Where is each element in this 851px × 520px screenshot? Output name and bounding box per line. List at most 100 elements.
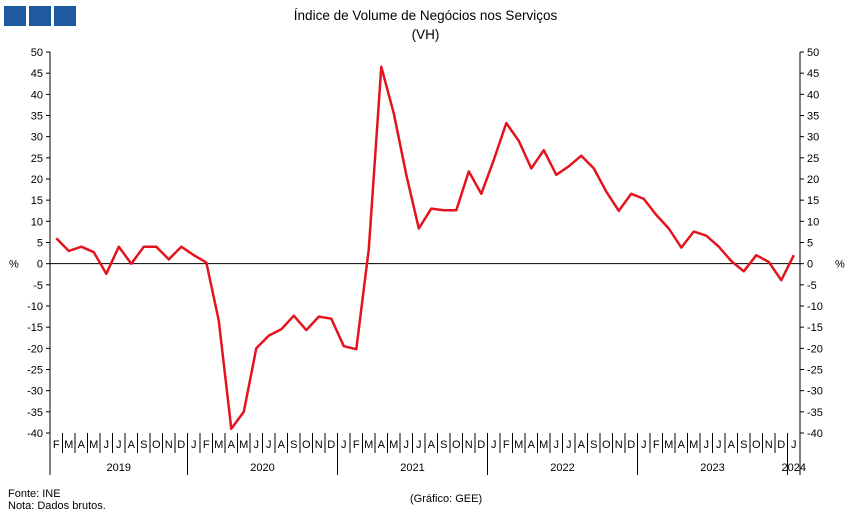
y-tick-label-right: 35 — [807, 111, 819, 123]
x-month-label: S — [440, 439, 447, 451]
y-tick-label-left: -20 — [27, 343, 43, 355]
x-month-label: J — [416, 439, 422, 451]
x-month-label: A — [578, 439, 586, 451]
x-month-label: D — [327, 439, 335, 451]
x-month-label: M — [389, 439, 398, 451]
x-month-label: J — [491, 439, 497, 451]
y-tick-label-left: -30 — [27, 386, 43, 398]
x-month-label: N — [165, 439, 173, 451]
x-month-label: F — [53, 439, 60, 451]
x-month-label: A — [428, 439, 436, 451]
x-month-label: J — [791, 439, 797, 451]
x-year-label: 2023 — [700, 462, 724, 474]
x-month-label: M — [364, 439, 373, 451]
y-tick-label-right: -15 — [807, 322, 823, 334]
x-year-label: 2020 — [250, 462, 274, 474]
y-tick-label-right: -10 — [807, 301, 823, 313]
x-month-label: A — [678, 439, 686, 451]
y-tick-label-left: 50 — [31, 47, 43, 59]
x-month-label: F — [503, 439, 510, 451]
x-month-label: A — [128, 439, 136, 451]
x-month-label: S — [590, 439, 597, 451]
y-tick-label-left: 20 — [31, 174, 43, 186]
x-year-label: 2024 — [782, 462, 806, 474]
x-month-label: J — [266, 439, 272, 451]
x-month-label: J — [716, 439, 722, 451]
note-text: Nota: Dados brutos. — [8, 500, 106, 512]
y-tick-label-left: -5 — [33, 280, 43, 292]
gee-logo — [4, 6, 76, 26]
x-month-label: D — [477, 439, 485, 451]
x-month-label: O — [152, 439, 161, 451]
y-tick-label-left: 5 — [37, 238, 43, 250]
x-month-label: M — [664, 439, 673, 451]
x-month-label: S — [290, 439, 297, 451]
x-month-label: D — [777, 439, 785, 451]
x-month-label: A — [378, 439, 386, 451]
x-month-label: J — [404, 439, 410, 451]
x-month-label: J — [341, 439, 347, 451]
y-tick-label-left: -25 — [27, 365, 43, 377]
y-tick-label-right: -5 — [807, 280, 817, 292]
x-month-label: O — [302, 439, 311, 451]
x-month-label: F — [353, 439, 360, 451]
y-tick-label-left: -40 — [27, 428, 43, 440]
x-month-label: J — [191, 439, 197, 451]
y-tick-label-left: -15 — [27, 322, 43, 334]
x-month-label: J — [704, 439, 710, 451]
chart-subtitle: (VH) — [411, 27, 440, 42]
x-month-label: N — [615, 439, 623, 451]
y-tick-label-right: -40 — [807, 428, 823, 440]
y-tick-label-left: -10 — [27, 301, 43, 313]
x-month-label: M — [214, 439, 223, 451]
series-line — [55, 65, 795, 431]
y-tick-label-right: 5 — [807, 238, 813, 250]
x-month-label: D — [627, 439, 635, 451]
x-month-label: N — [315, 439, 323, 451]
x-month-label: J — [641, 439, 647, 451]
chart-title: Índice de Volume de Negócios nos Serviço… — [293, 8, 558, 23]
x-year-label: 2022 — [550, 462, 574, 474]
x-month-label: N — [465, 439, 473, 451]
x-month-label: F — [653, 439, 660, 451]
y-tick-label-right: 20 — [807, 174, 819, 186]
y-tick-label-right: -30 — [807, 386, 823, 398]
y-tick-label-right: 40 — [807, 89, 819, 101]
x-month-label: O — [752, 439, 761, 451]
x-month-label: M — [239, 439, 248, 451]
y-tick-label-left: 15 — [31, 195, 43, 207]
x-month-label: A — [228, 439, 236, 451]
x-month-label: S — [740, 439, 747, 451]
x-year-label: 2021 — [400, 462, 424, 474]
x-month-label: A — [278, 439, 286, 451]
credit-text: (Gráfico: GEE) — [410, 493, 483, 505]
x-month-label: J — [566, 439, 572, 451]
y-tick-label-left: 0 — [37, 259, 43, 271]
x-month-label: O — [602, 439, 611, 451]
y-tick-label-right: 15 — [807, 195, 819, 207]
y-axis-label-left: % — [9, 259, 19, 271]
x-month-label: N — [765, 439, 773, 451]
y-tick-label-right: 30 — [807, 132, 819, 144]
y-tick-label-left: 40 — [31, 89, 43, 101]
x-month-label: M — [89, 439, 98, 451]
y-tick-label-right: 10 — [807, 216, 819, 228]
x-month-label: J — [116, 439, 122, 451]
x-month-label: J — [554, 439, 560, 451]
source-text: Fonte: INE — [8, 488, 61, 500]
y-tick-label-right: -20 — [807, 343, 823, 355]
y-tick-label-left: 25 — [31, 153, 43, 165]
x-month-label: S — [140, 439, 147, 451]
x-month-label: A — [78, 439, 86, 451]
x-month-label: A — [528, 439, 536, 451]
y-tick-label-left: 30 — [31, 132, 43, 144]
x-month-label: F — [203, 439, 210, 451]
y-tick-label-right: -25 — [807, 365, 823, 377]
y-tick-label-left: 35 — [31, 111, 43, 123]
x-month-label: M — [539, 439, 548, 451]
x-month-label: M — [514, 439, 523, 451]
y-tick-label-right: 50 — [807, 47, 819, 59]
x-year-label: 2019 — [107, 462, 131, 474]
y-tick-label-right: 0 — [807, 259, 813, 271]
x-month-label: M — [689, 439, 698, 451]
